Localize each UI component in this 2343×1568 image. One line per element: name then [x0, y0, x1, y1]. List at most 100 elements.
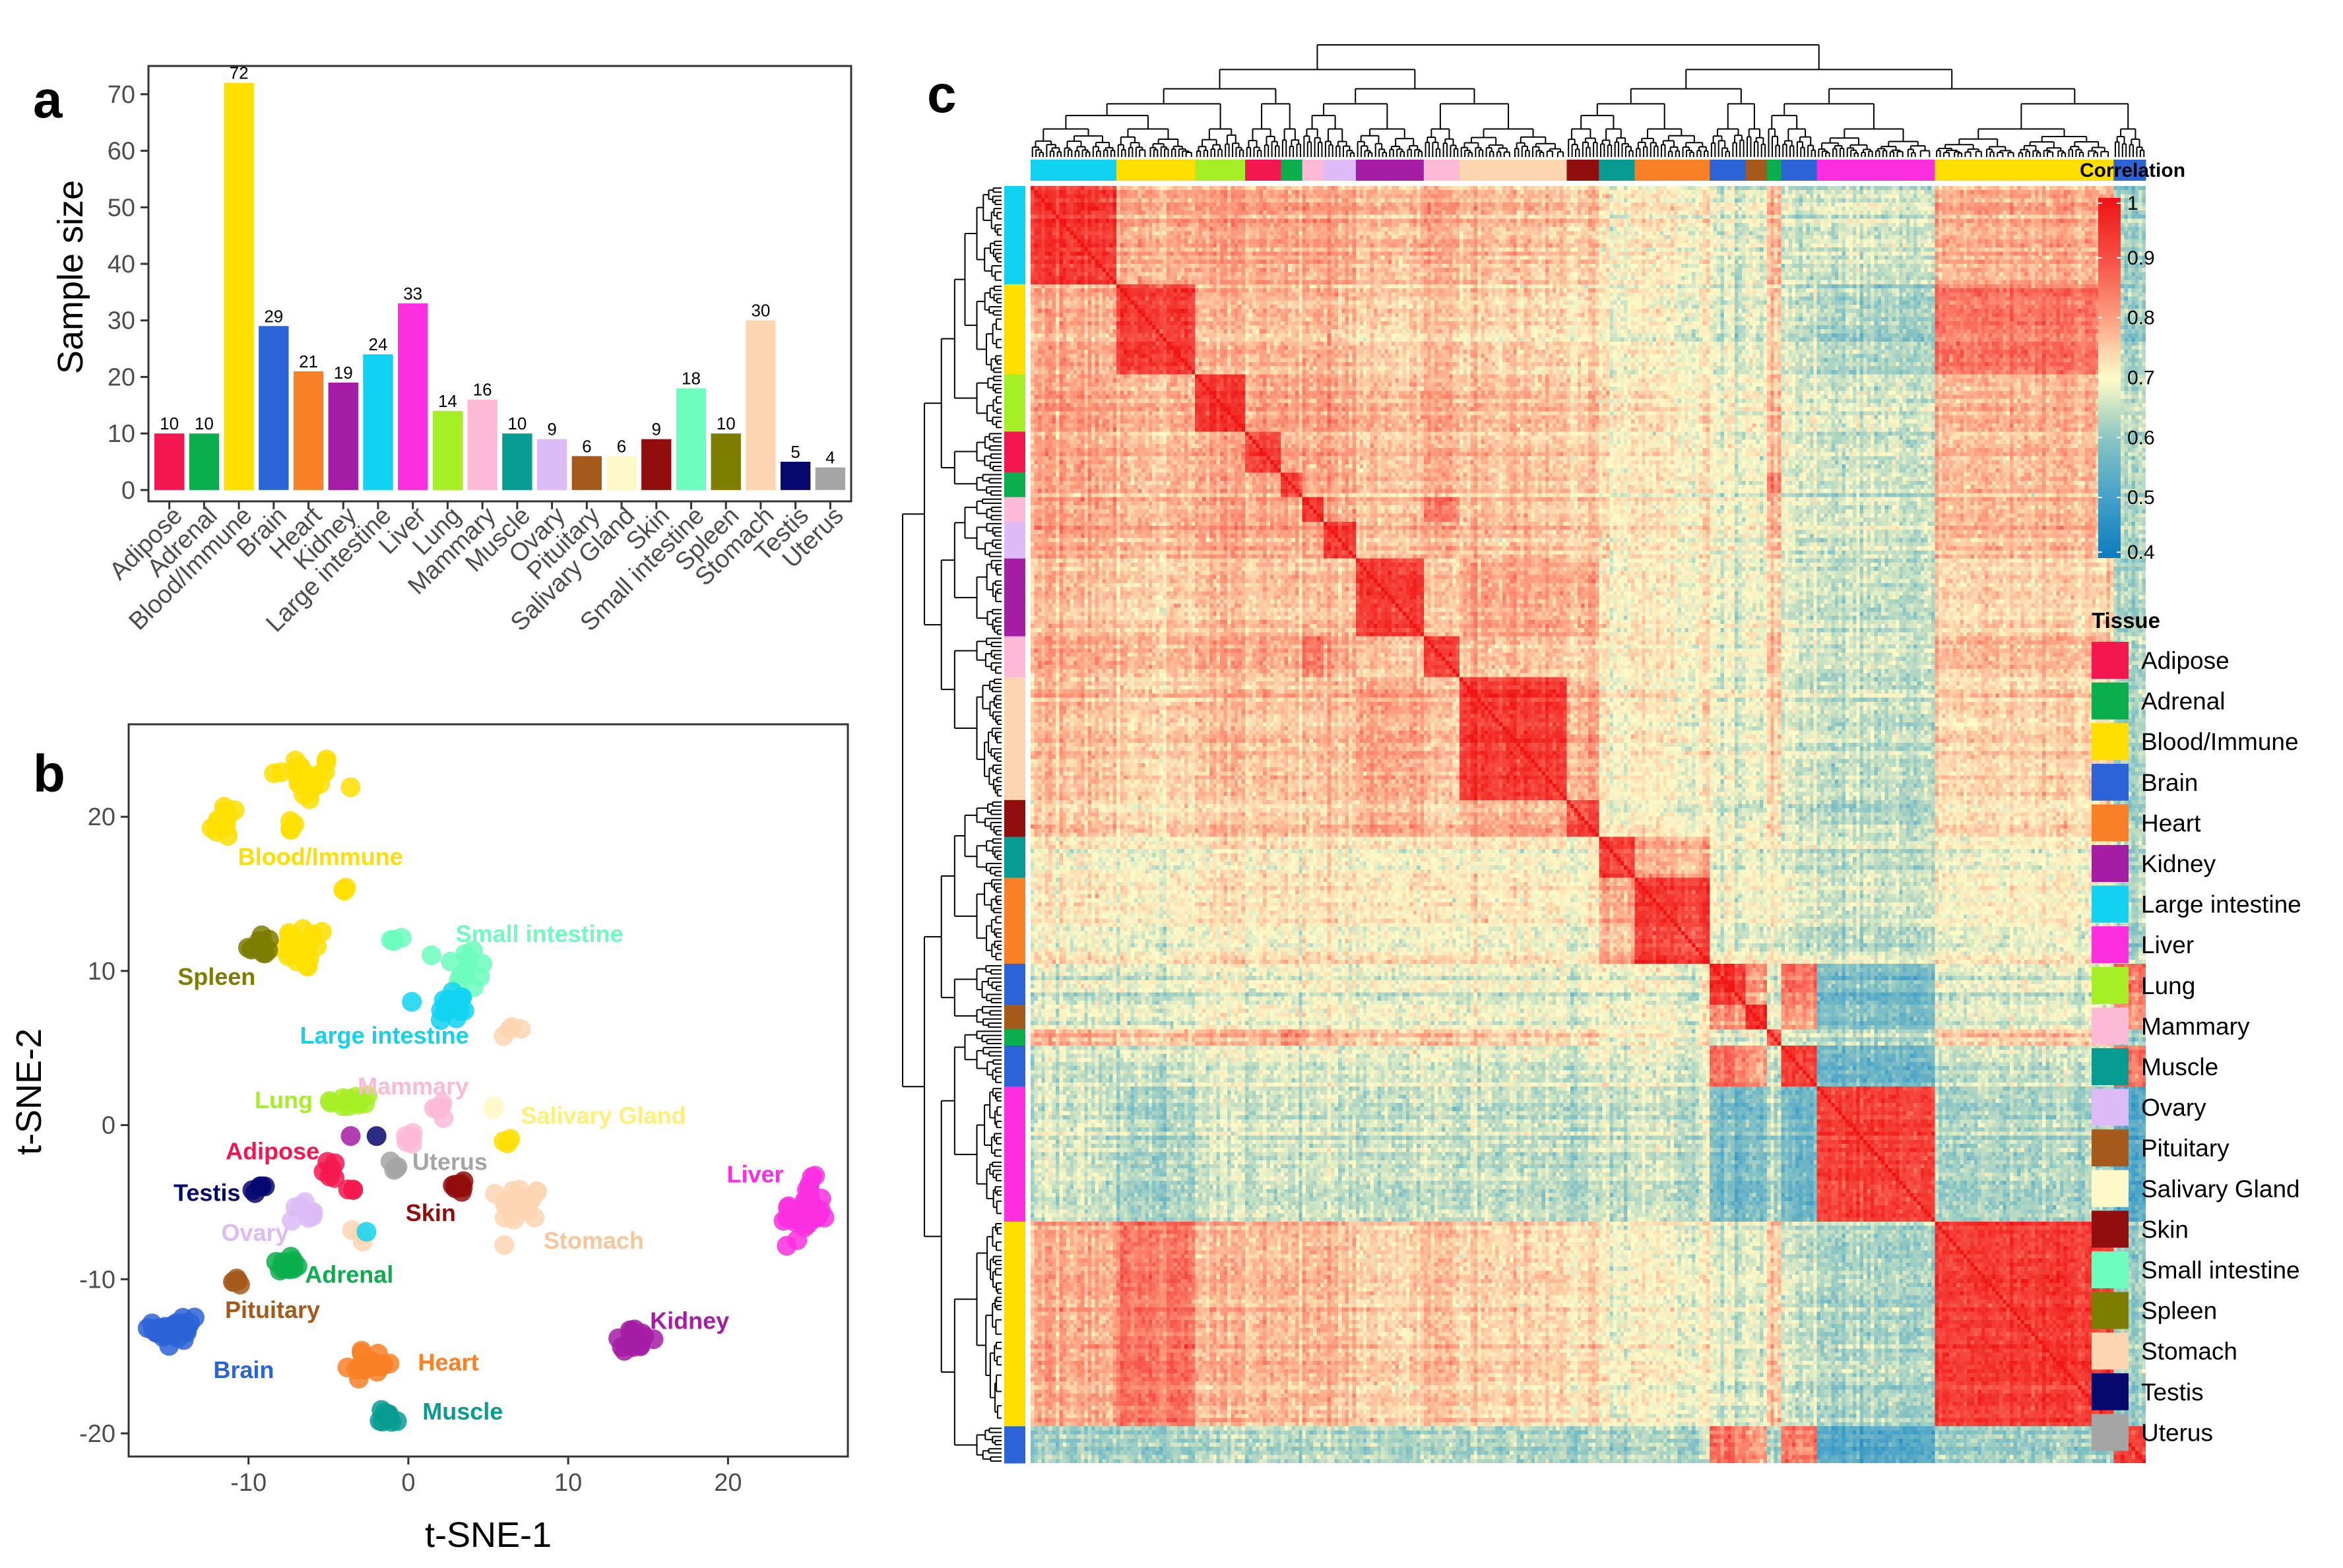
tsne-point	[366, 1126, 387, 1146]
legend-label: Large intestine	[2141, 891, 2301, 918]
colorbar-step	[2098, 332, 2121, 336]
colorbar-step	[2098, 377, 2121, 382]
row-annotation-blood-immune	[1004, 1221, 1025, 1427]
legend-swatch-adrenal	[2092, 682, 2129, 720]
colorbar-step	[2098, 374, 2121, 379]
colorbar-step	[2098, 446, 2121, 451]
legend-swatch-pituitary	[2092, 1129, 2129, 1167]
bar-stomach	[746, 320, 776, 490]
colorbar-step	[2098, 414, 2121, 418]
bar-value-label: 24	[369, 334, 388, 354]
tsne-point	[386, 1158, 406, 1179]
bar-blood-immune	[224, 82, 254, 490]
bar-y-tick-label: 50	[108, 194, 135, 222]
bar-y-tick-label: 30	[108, 307, 135, 335]
bar-adrenal	[189, 433, 220, 490]
bar-value-label: 18	[682, 369, 701, 389]
tsne-point	[356, 1222, 377, 1242]
bar-lung	[432, 410, 463, 490]
correlation-colorbar: Correlation 1 0.9 0.8 0.7 0.6 0.5 0.4	[2080, 160, 2185, 563]
colorbar-step	[2098, 216, 2121, 220]
colorbar-step	[2098, 395, 2121, 400]
colorbar-step	[2098, 533, 2121, 538]
colorbar-step	[2098, 290, 2121, 295]
tsne-point	[171, 1315, 191, 1335]
colorbar-step	[2098, 467, 2121, 472]
legend-swatch-lung	[2092, 966, 2129, 1004]
colorbar-step	[2098, 354, 2121, 358]
colorbar-tick-label: 0.8	[2127, 307, 2155, 329]
cluster-label-kidney: Kidney	[650, 1307, 729, 1334]
colorbar-step	[2098, 329, 2121, 334]
bar-value-label: 19	[334, 363, 353, 383]
panel-label-b: b	[33, 744, 65, 803]
col-annotation-adrenal	[1766, 160, 1781, 181]
legend-swatch-spleen	[2092, 1292, 2129, 1329]
colorbar-step	[2098, 554, 2121, 558]
cluster-label-skin: Skin	[406, 1199, 456, 1226]
legend-label: Muscle	[2141, 1053, 2218, 1081]
bar-large-intestine	[363, 354, 393, 490]
col-annotation-ovary	[1324, 160, 1357, 181]
row-annotation-pituitary	[1004, 1005, 1025, 1030]
colorbar-step	[2098, 245, 2121, 250]
colorbar-step	[2098, 294, 2121, 298]
colorbar-step	[2098, 296, 2121, 301]
colorbar-step	[2098, 342, 2121, 346]
legend-swatch-kidney	[2092, 845, 2129, 882]
scatter-y-tick-label: 10	[88, 958, 115, 986]
colorbar-step	[2098, 344, 2121, 349]
legend-swatch-mammary	[2092, 1007, 2129, 1045]
cluster-label-testis: Testis	[174, 1179, 240, 1206]
colorbar-step	[2098, 210, 2121, 214]
colorbar-step	[2098, 356, 2121, 361]
tsne-point	[201, 818, 222, 838]
cluster-label-stomach: Stomach	[544, 1227, 644, 1254]
colorbar-tick-label: 0.7	[2127, 367, 2155, 389]
cluster-label-pituitary: Pituitary	[225, 1296, 320, 1323]
tsne-point	[174, 1330, 194, 1350]
tsne-point	[451, 964, 472, 985]
colorbar-step	[2098, 453, 2121, 456]
cluster-label-liver: Liver	[726, 1160, 783, 1187]
legend-label: Skin	[2141, 1216, 2189, 1243]
colorbar-step	[2098, 204, 2121, 208]
colorbar-step	[2098, 276, 2121, 280]
tissue-legend: Tissue Adipose Adrenal Blood/Immune Brain He…	[2092, 608, 2301, 1451]
row-annotation-lung	[1004, 374, 1025, 432]
col-annotation-liver	[1816, 160, 1935, 181]
colorbar-step	[2098, 509, 2121, 513]
cluster-label-ovary: Ovary	[221, 1219, 288, 1246]
colorbar-step	[2098, 458, 2121, 462]
scatter-x-tick-label: -10	[230, 1469, 267, 1497]
legend-label: Stomach	[2141, 1338, 2237, 1365]
col-annotation-blood-immune	[1935, 160, 2114, 181]
legend-label: Lung	[2141, 972, 2195, 999]
colorbar-step	[2098, 518, 2121, 522]
colorbar-step	[2098, 282, 2121, 286]
cluster-label-muscle: Muscle	[422, 1398, 503, 1425]
col-annotation-blood-immune	[1116, 160, 1196, 181]
col-annotation-pituitary	[1745, 160, 1768, 181]
colorbar-step	[2098, 389, 2121, 394]
colorbar-step	[2098, 404, 2121, 408]
colorbar-step	[2098, 443, 2121, 447]
bar-value-label: 10	[717, 414, 736, 433]
row-annotation-mammary	[1004, 636, 1025, 678]
row-annotation-liver	[1004, 1086, 1025, 1222]
colorbar-step	[2098, 249, 2121, 253]
row-annotation-brain	[1004, 1426, 1025, 1464]
row-annotation-adrenal	[1004, 1029, 1025, 1046]
bar-y-tick-label: 0	[121, 477, 135, 505]
colorbar-step	[2098, 237, 2121, 241]
bar-spleen	[711, 433, 741, 490]
colorbar-step	[2098, 284, 2121, 289]
colorbar-step	[2098, 539, 2121, 544]
legend-label: Brain	[2141, 769, 2198, 796]
colorbar-step	[2098, 401, 2121, 406]
tsne-point	[285, 1197, 305, 1218]
tissue-legend-title: Tissue	[2092, 608, 2160, 633]
heatmap-cells	[1031, 186, 2146, 1463]
scatter-x-title: t-SNE-1	[425, 1515, 552, 1555]
tsne-point	[379, 1354, 400, 1374]
